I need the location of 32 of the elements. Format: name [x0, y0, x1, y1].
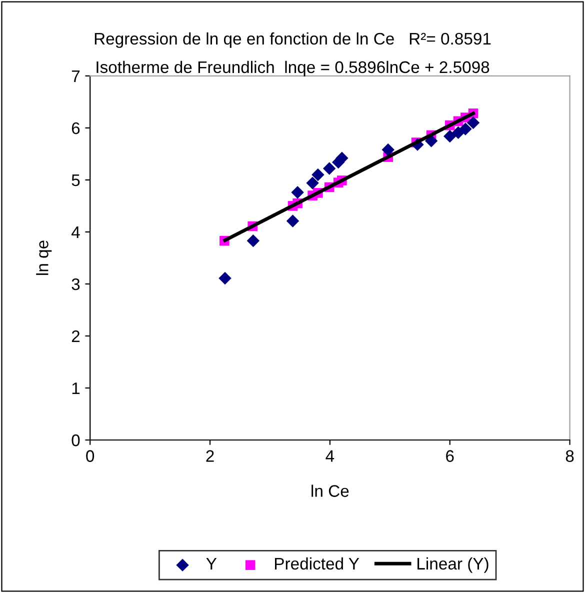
- point: [459, 122, 472, 136]
- chart-subtitle: Isotherme de Freundlich lnqe = 0.5896lnCe + 2.5098: [96, 60, 490, 76]
- y-tick-label: 7: [72, 70, 80, 82]
- y-tick-label: 2: [72, 330, 80, 342]
- x-tick-label: 8: [566, 450, 574, 462]
- point: [322, 162, 336, 175]
- point: [312, 168, 324, 182]
- x-axis-title: ln Ce: [312, 484, 349, 497]
- point: [306, 176, 319, 190]
- point: [382, 143, 394, 156]
- legend-label: Predicted Y: [275, 557, 360, 570]
- point: [444, 130, 456, 143]
- legend-label: Y: [206, 558, 217, 570]
- point: [291, 186, 304, 199]
- x-tick-label: 6: [446, 450, 454, 462]
- y-tick-label: 4: [71, 226, 80, 238]
- y-tick-label: 6: [72, 122, 80, 134]
- x-tick-label: 2: [206, 450, 214, 462]
- point: [218, 272, 232, 285]
- y-tick-label: 1: [72, 382, 80, 394]
- y-axis-title: ln qe: [36, 240, 52, 275]
- point: [286, 214, 300, 228]
- x-tick-label: 4: [326, 450, 334, 462]
- y-tick-label: 0: [72, 434, 80, 446]
- y-tick-label: 5: [72, 174, 80, 186]
- chart-title: Regression de ln qe en fonction de ln Ce R²= 0.8591: [94, 32, 491, 48]
- y-tick-label: 3: [72, 278, 80, 290]
- point: [246, 234, 260, 248]
- x-tick-label: 0: [86, 450, 94, 462]
- point: [466, 116, 480, 130]
- point: [452, 126, 465, 139]
- legend-label: Linear (Y): [418, 557, 488, 573]
